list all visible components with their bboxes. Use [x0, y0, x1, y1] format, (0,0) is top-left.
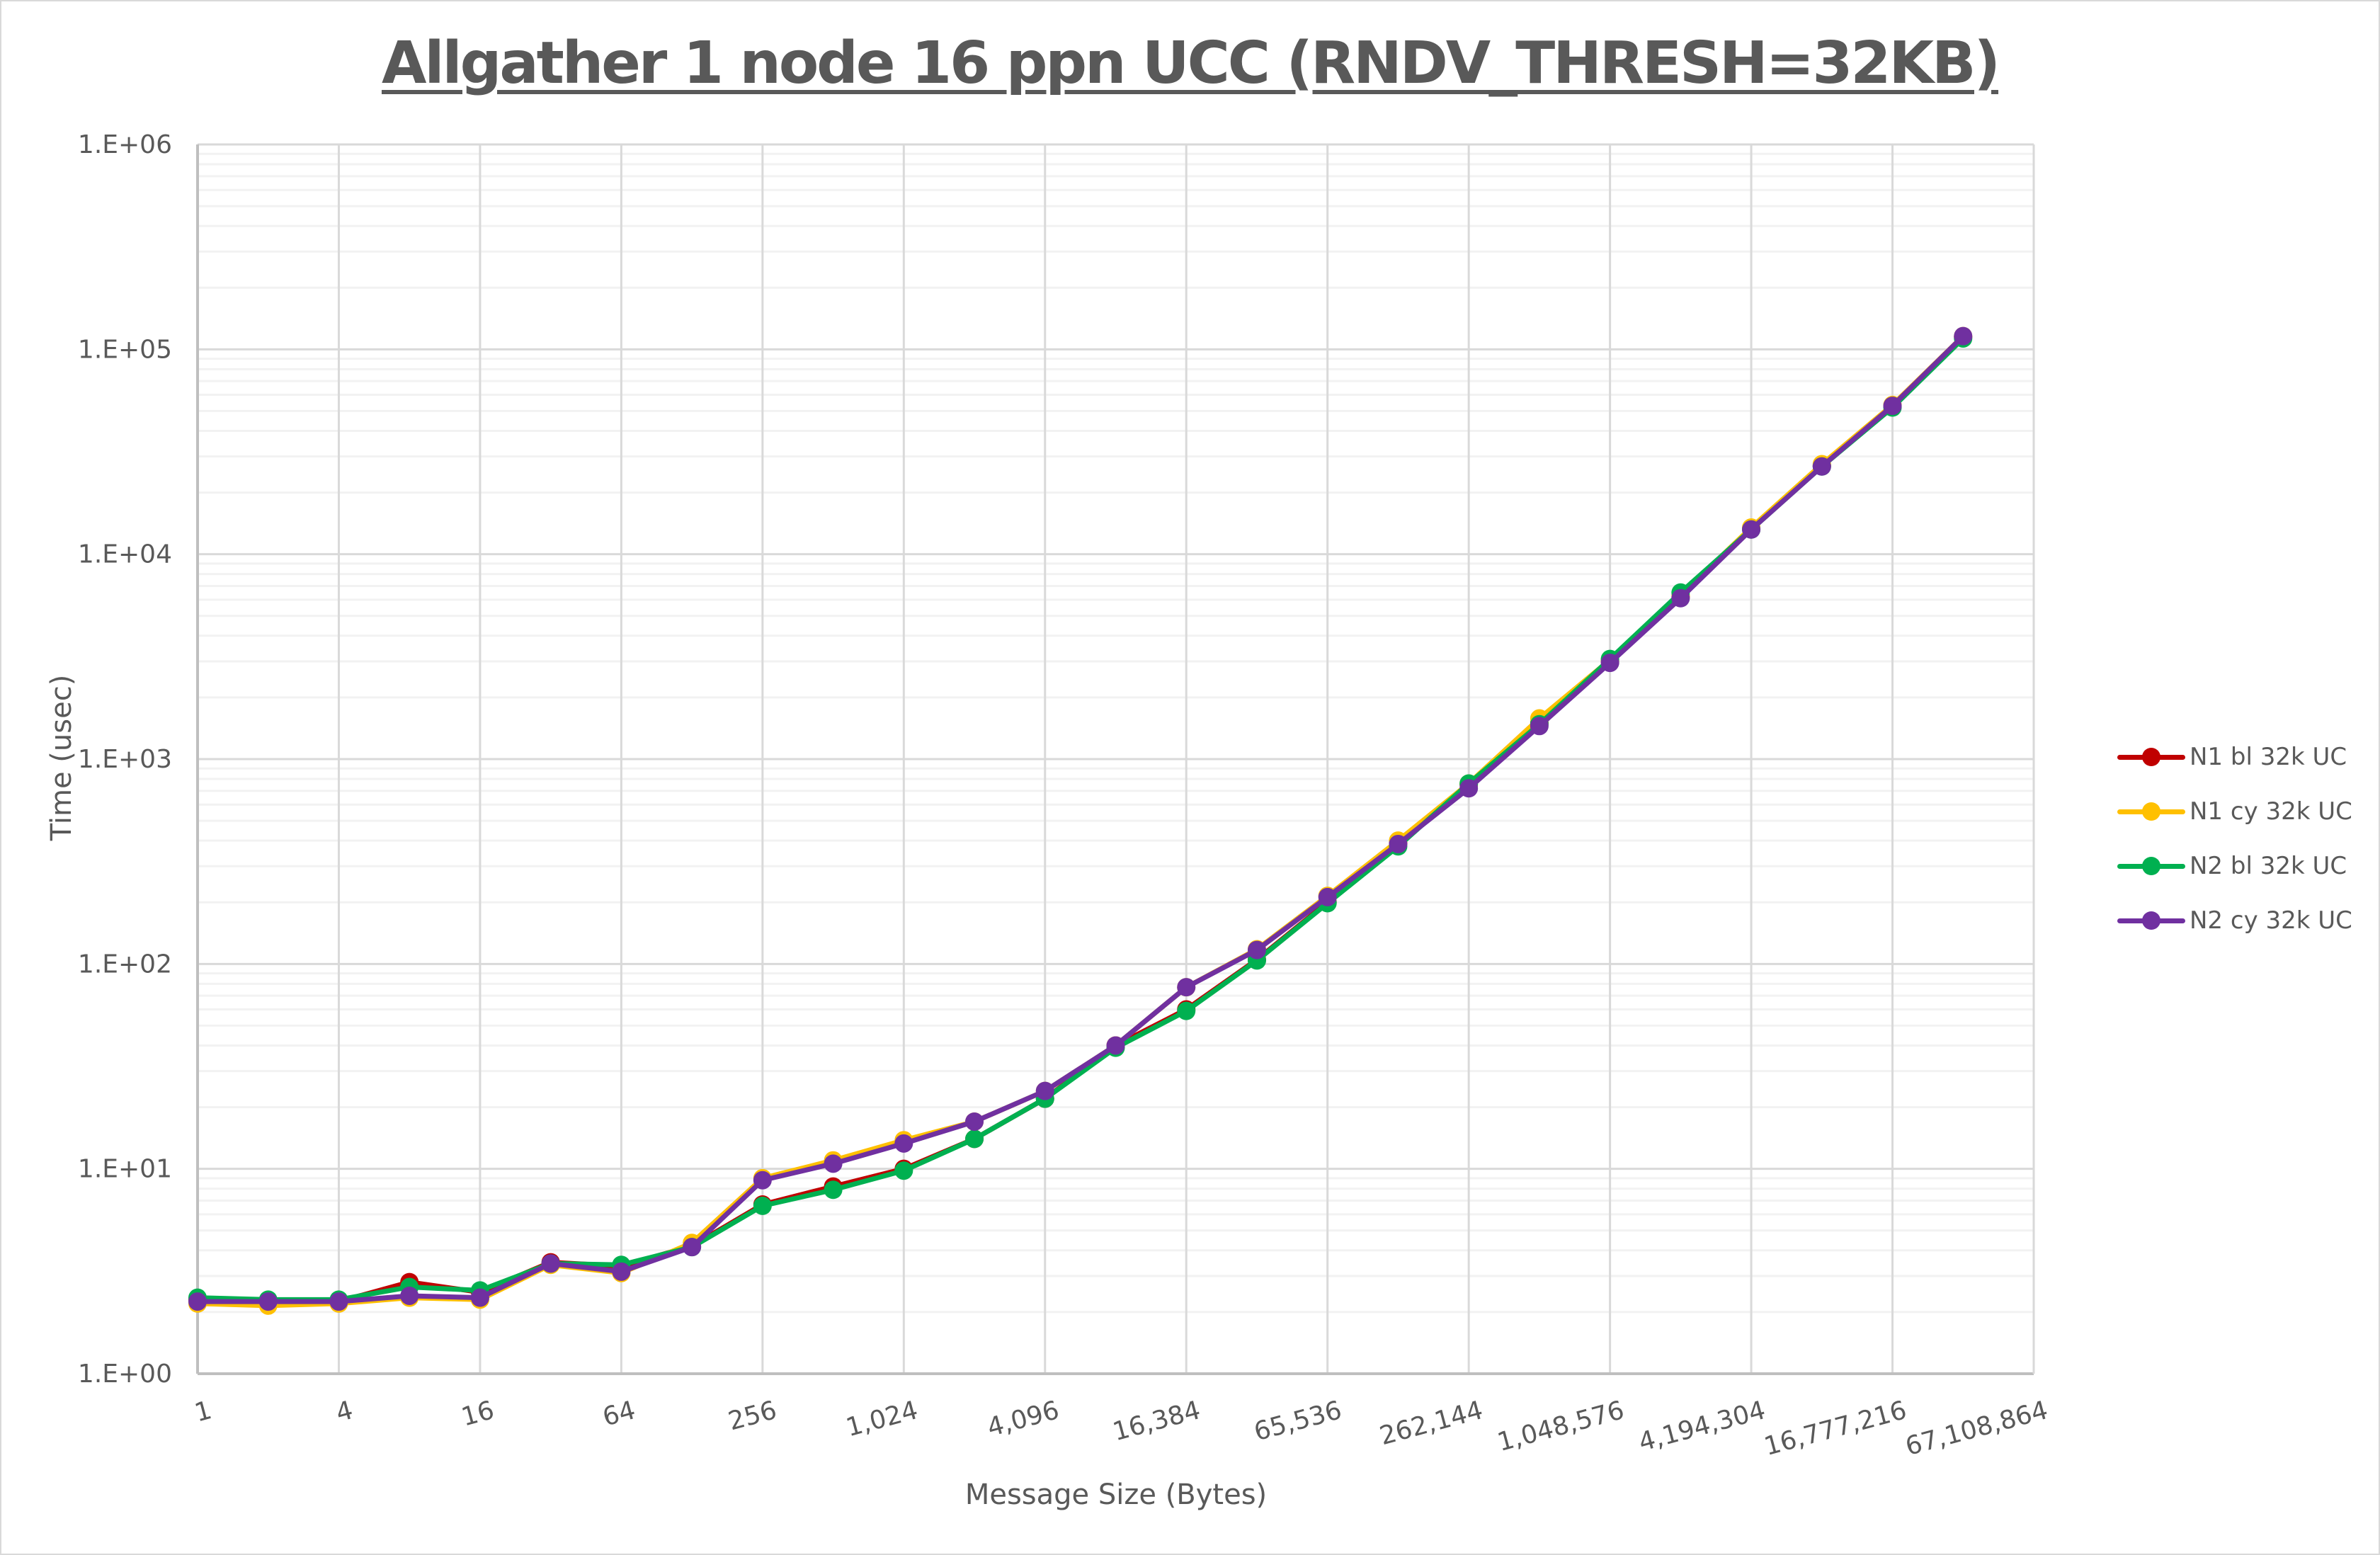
svg-text:262,144: 262,144: [1377, 1396, 1486, 1451]
data-point[interactable]: [329, 1292, 348, 1311]
legend-label: N1 cy 32k UC: [2190, 797, 2352, 826]
y-axis-title: Time (usec): [45, 675, 78, 842]
data-point[interactable]: [1742, 520, 1761, 539]
data-point[interactable]: [753, 1196, 772, 1215]
legend-label: N2 cy 32k UC: [2190, 906, 2352, 935]
x-axis-ticks: 1 4 16 64 256 1,024 4,096 16,384 65,536 262,144 1,…: [192, 1396, 2051, 1462]
chart-title: Allgather 1 node 16 ppn UCC (RNDV_THRESH…: [381, 30, 2000, 97]
line-marker-icon: [2117, 910, 2185, 931]
data-point[interactable]: [400, 1286, 419, 1305]
data-point[interactable]: [894, 1134, 913, 1153]
svg-text:64: 64: [600, 1396, 639, 1432]
svg-text:1,048,576: 1,048,576: [1494, 1396, 1627, 1457]
series-n2-bl-32k-uc: [188, 329, 1973, 1309]
data-point[interactable]: [1389, 834, 1408, 853]
svg-text:4,096: 4,096: [984, 1396, 1062, 1442]
svg-text:1.E+01: 1.E+01: [78, 1155, 172, 1184]
data-point[interactable]: [683, 1238, 702, 1257]
line-marker-icon: [2117, 855, 2185, 877]
data-point[interactable]: [1177, 978, 1196, 997]
data-point[interactable]: [541, 1254, 560, 1273]
svg-text:1.E+06: 1.E+06: [78, 130, 172, 159]
svg-text:16: 16: [458, 1396, 497, 1432]
legend-label: N1 bl 32k UC: [2190, 742, 2347, 771]
data-point[interactable]: [612, 1262, 631, 1281]
data-point[interactable]: [753, 1170, 772, 1190]
data-point[interactable]: [965, 1129, 984, 1149]
data-point[interactable]: [1883, 397, 1902, 416]
svg-text:1: 1: [192, 1396, 215, 1428]
data-point[interactable]: [824, 1154, 843, 1173]
line-marker-icon: [2117, 801, 2185, 822]
svg-text:4,194,304: 4,194,304: [1636, 1396, 1769, 1457]
svg-text:1.E+05: 1.E+05: [78, 335, 172, 364]
data-point[interactable]: [1106, 1036, 1125, 1055]
svg-text:1,024: 1,024: [843, 1396, 921, 1442]
legend-item-n1-cy[interactable]: N1 cy 32k UC: [2117, 784, 2352, 838]
series-n1-bl-32k-uc: [188, 327, 1973, 1311]
data-point[interactable]: [470, 1288, 489, 1307]
data-point[interactable]: [1600, 654, 1619, 673]
series-n2-cy-32k-uc: [188, 326, 1973, 1311]
legend: N1 bl 32k UC N1 cy 32k UC N2 bl 32k UC N…: [2117, 729, 2352, 947]
svg-text:256: 256: [725, 1396, 780, 1436]
svg-text:4: 4: [333, 1396, 356, 1428]
data-point[interactable]: [1247, 940, 1266, 959]
gridlines: [196, 143, 2035, 1375]
data-point[interactable]: [1671, 588, 1690, 608]
svg-text:1.E+04: 1.E+04: [78, 540, 172, 569]
legend-item-n1-bl[interactable]: N1 bl 32k UC: [2117, 729, 2352, 784]
svg-text:16,384: 16,384: [1110, 1396, 1203, 1447]
data-point[interactable]: [1530, 717, 1549, 736]
svg-text:1.E+03: 1.E+03: [78, 745, 172, 774]
data-point[interactable]: [824, 1180, 843, 1200]
data-point[interactable]: [1954, 326, 1973, 346]
data-point[interactable]: [894, 1161, 913, 1180]
data-point[interactable]: [1035, 1081, 1054, 1100]
svg-text:1.E+00: 1.E+00: [78, 1360, 172, 1389]
svg-text:67,108,864: 67,108,864: [1903, 1396, 2051, 1462]
legend-item-n2-bl[interactable]: N2 bl 32k UC: [2117, 838, 2352, 893]
data-point[interactable]: [965, 1112, 984, 1131]
data-point[interactable]: [1812, 457, 1831, 476]
svg-text:1.E+02: 1.E+02: [78, 950, 172, 979]
svg-text:65,536: 65,536: [1251, 1396, 1345, 1447]
line-marker-icon: [2117, 746, 2185, 768]
data-series: [188, 326, 1973, 1315]
svg-text:16,777,216: 16,777,216: [1761, 1396, 1910, 1462]
legend-item-n2-cy[interactable]: N2 cy 32k UC: [2117, 893, 2352, 947]
legend-label: N2 bl 32k UC: [2190, 851, 2347, 880]
data-point[interactable]: [188, 1292, 207, 1311]
x-axis-title: Message Size (Bytes): [965, 1479, 1267, 1511]
data-point[interactable]: [1177, 1001, 1196, 1020]
data-point[interactable]: [1459, 779, 1479, 798]
data-point[interactable]: [258, 1292, 278, 1311]
data-point[interactable]: [1318, 887, 1337, 906]
y-axis-ticks: 1.E+00 1.E+01 1.E+02 1.E+03 1.E+04 1.E+05 1.E+…: [78, 130, 172, 1389]
